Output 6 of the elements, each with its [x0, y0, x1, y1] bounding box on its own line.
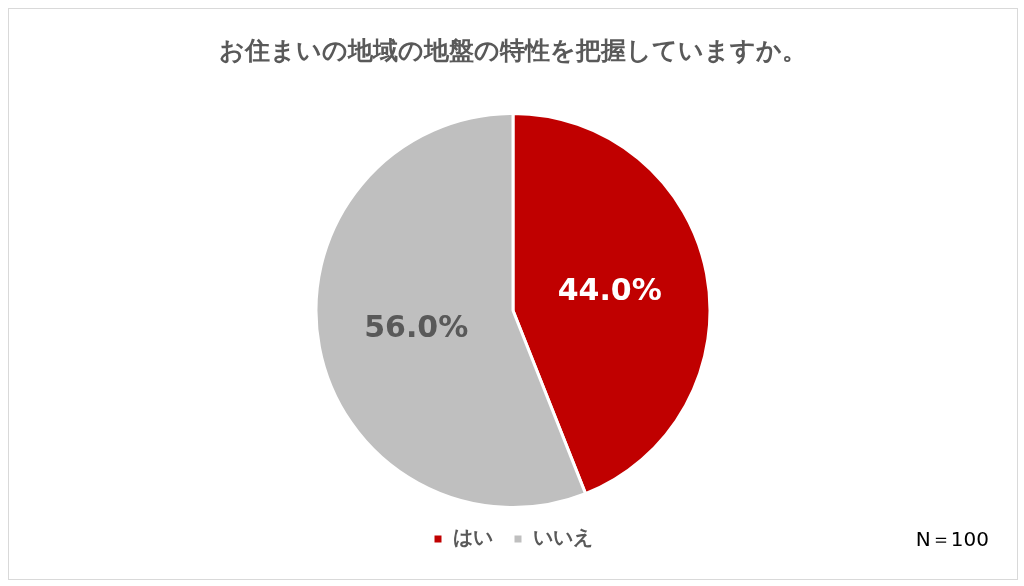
legend-label: いいえ: [533, 525, 593, 550]
text: N＝100: [915, 527, 989, 552]
data-label: 44.0%: [557, 271, 662, 307]
chart-title: お住まいの地域の地盤の特性を把握していますか。: [219, 35, 807, 65]
data-label: 56.0%: [364, 308, 469, 344]
legend-label: はい: [453, 525, 493, 550]
